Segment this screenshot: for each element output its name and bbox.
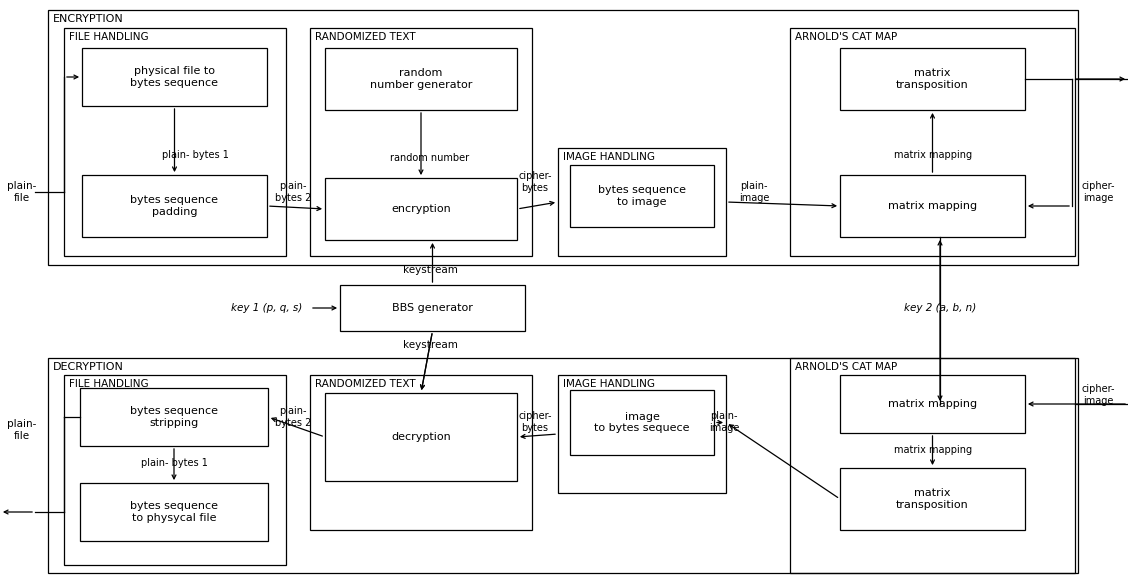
Bar [340,285,525,331]
Bar [840,375,1025,433]
Text: plain-
image: plain- image [708,411,739,433]
Text: plain-
file: plain- file [7,181,37,203]
Text: cipher-
image: cipher- image [1082,181,1114,203]
Text: plain- bytes 1: plain- bytes 1 [141,458,208,468]
Text: plain-
file: plain- file [7,419,37,441]
Text: bytes sequence
to image: bytes sequence to image [598,185,686,207]
Text: bytes sequence
stripping: bytes sequence stripping [130,406,218,428]
Text: cipher-
bytes: cipher- bytes [518,171,552,193]
Bar [325,48,517,110]
Bar [558,375,726,493]
Text: matrix
transposition: matrix transposition [896,488,969,510]
Text: cipher-
image: cipher- image [1082,384,1114,406]
Text: key 2 (a, b, n): key 2 (a, b, n) [904,303,976,313]
Bar [64,375,287,565]
Text: key 1 (p, q, s): key 1 (p, q, s) [231,303,302,313]
Bar [840,175,1025,237]
Bar [80,483,268,541]
Text: keystream: keystream [403,340,458,350]
Bar [840,48,1025,110]
Text: FILE HANDLING: FILE HANDLING [69,379,149,389]
Text: bytes sequence
padding: bytes sequence padding [131,195,219,217]
Text: bytes sequence
to physycal file: bytes sequence to physycal file [130,501,218,523]
Bar [790,28,1075,256]
Text: matrix mapping: matrix mapping [893,150,972,160]
Text: plain-
image: plain- image [739,181,769,203]
Bar [570,165,714,227]
Text: ENCRYPTION: ENCRYPTION [53,14,124,24]
Text: ARNOLD'S CAT MAP: ARNOLD'S CAT MAP [795,32,897,42]
Text: RANDOMIZED TEXT: RANDOMIZED TEXT [315,379,415,389]
Text: random
number generator: random number generator [370,68,473,90]
Bar [310,375,532,530]
Text: matrix mapping: matrix mapping [893,445,972,455]
Text: encryption: encryption [391,204,451,214]
Text: plain- bytes 1: plain- bytes 1 [161,150,229,160]
Bar [64,28,287,256]
Bar [325,178,517,240]
Bar [310,28,532,256]
Bar [790,358,1075,573]
Text: matrix mapping: matrix mapping [888,201,977,211]
Text: plain-
bytes 2: plain- bytes 2 [275,181,311,203]
Text: IMAGE HANDLING: IMAGE HANDLING [563,379,655,389]
Bar [82,175,267,237]
Text: random number: random number [390,153,469,163]
Text: ARNOLD'S CAT MAP: ARNOLD'S CAT MAP [795,362,897,372]
Bar [840,468,1025,530]
Text: keystream: keystream [403,265,458,275]
Text: DECRYPTION: DECRYPTION [53,362,124,372]
Text: matrix
transposition: matrix transposition [896,68,969,90]
Text: IMAGE HANDLING: IMAGE HANDLING [563,152,655,162]
Bar [82,48,267,106]
Text: BBS generator: BBS generator [393,303,473,313]
Text: matrix mapping: matrix mapping [888,399,977,409]
Bar [49,10,1078,265]
Bar [558,148,726,256]
Text: plain-
bytes 2: plain- bytes 2 [275,406,311,428]
Bar [49,358,1078,573]
Text: decryption: decryption [391,432,451,442]
Text: cipher-
bytes: cipher- bytes [518,411,552,433]
Text: image
to bytes sequece: image to bytes sequece [594,412,689,434]
Bar [80,388,268,446]
Text: physical file to
bytes sequence: physical file to bytes sequence [131,66,219,88]
Bar [570,390,714,455]
Bar [325,393,517,481]
Text: FILE HANDLING: FILE HANDLING [69,32,149,42]
Text: RANDOMIZED TEXT: RANDOMIZED TEXT [315,32,415,42]
